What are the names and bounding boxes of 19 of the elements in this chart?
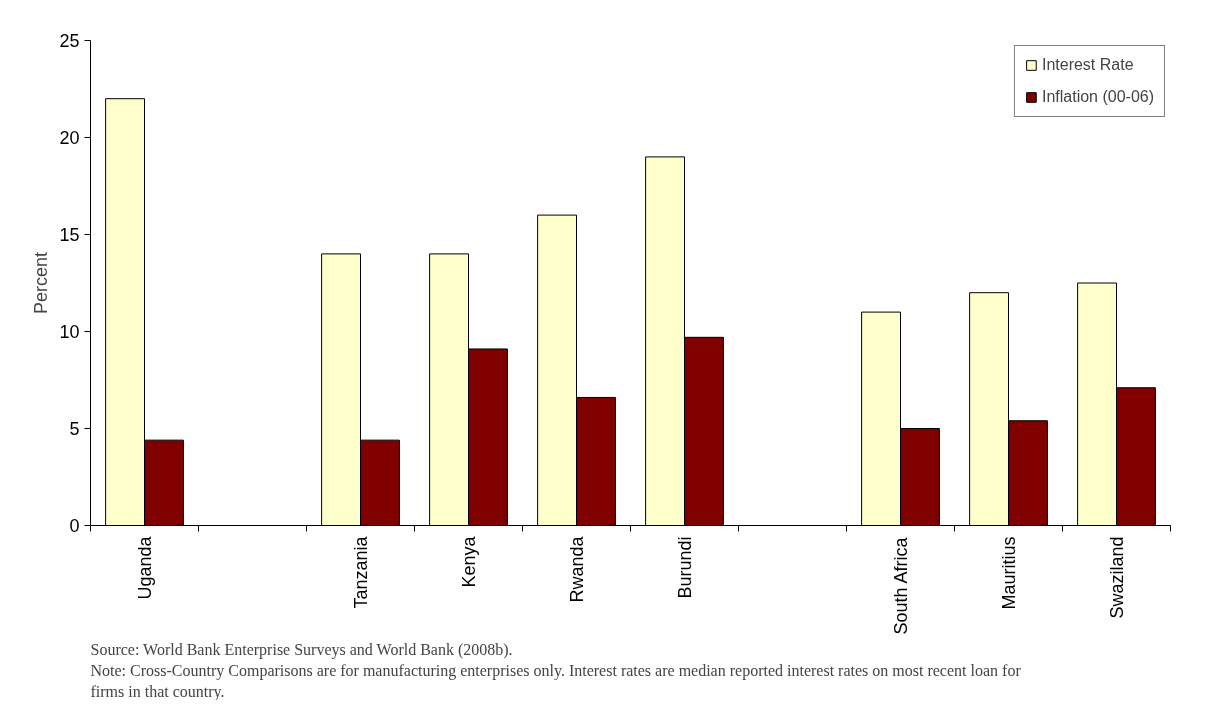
y-tick-label: 10: [59, 322, 80, 342]
x-tick-label: Rwanda: [566, 535, 587, 603]
y-tick-label: 25: [59, 31, 80, 51]
y-axis-title: Percent: [31, 251, 52, 315]
y-tick-label: 0: [69, 516, 80, 536]
legend-label: Inflation (00-06): [1041, 88, 1154, 106]
x-tick-label: Swaziland: [1106, 536, 1127, 619]
source-note: Source: World Bank Enterprise Surveys and World Bank (2008b).: [90, 640, 513, 659]
x-tick-label: Burundi: [674, 536, 695, 599]
x-tick-label: Tanzania: [350, 535, 371, 609]
y-tick-label: 5: [69, 419, 80, 439]
text: Note: Cross-Country Comparisons are for manufacturing enterprises only. Interest rates are median reported interest rates on most recent loan for firms in that country.: [90, 661, 1022, 701]
x-tick-label: Mauritius: [998, 536, 1019, 610]
x-tick-label: Kenya: [458, 535, 479, 588]
x-tick-label: Uganda: [134, 535, 155, 600]
legend-label: Interest Rate: [1041, 56, 1134, 74]
y-tick-label: 20: [59, 128, 80, 148]
x-tick-label: South Africa: [890, 536, 911, 635]
y-tick-label: 15: [59, 225, 80, 245]
